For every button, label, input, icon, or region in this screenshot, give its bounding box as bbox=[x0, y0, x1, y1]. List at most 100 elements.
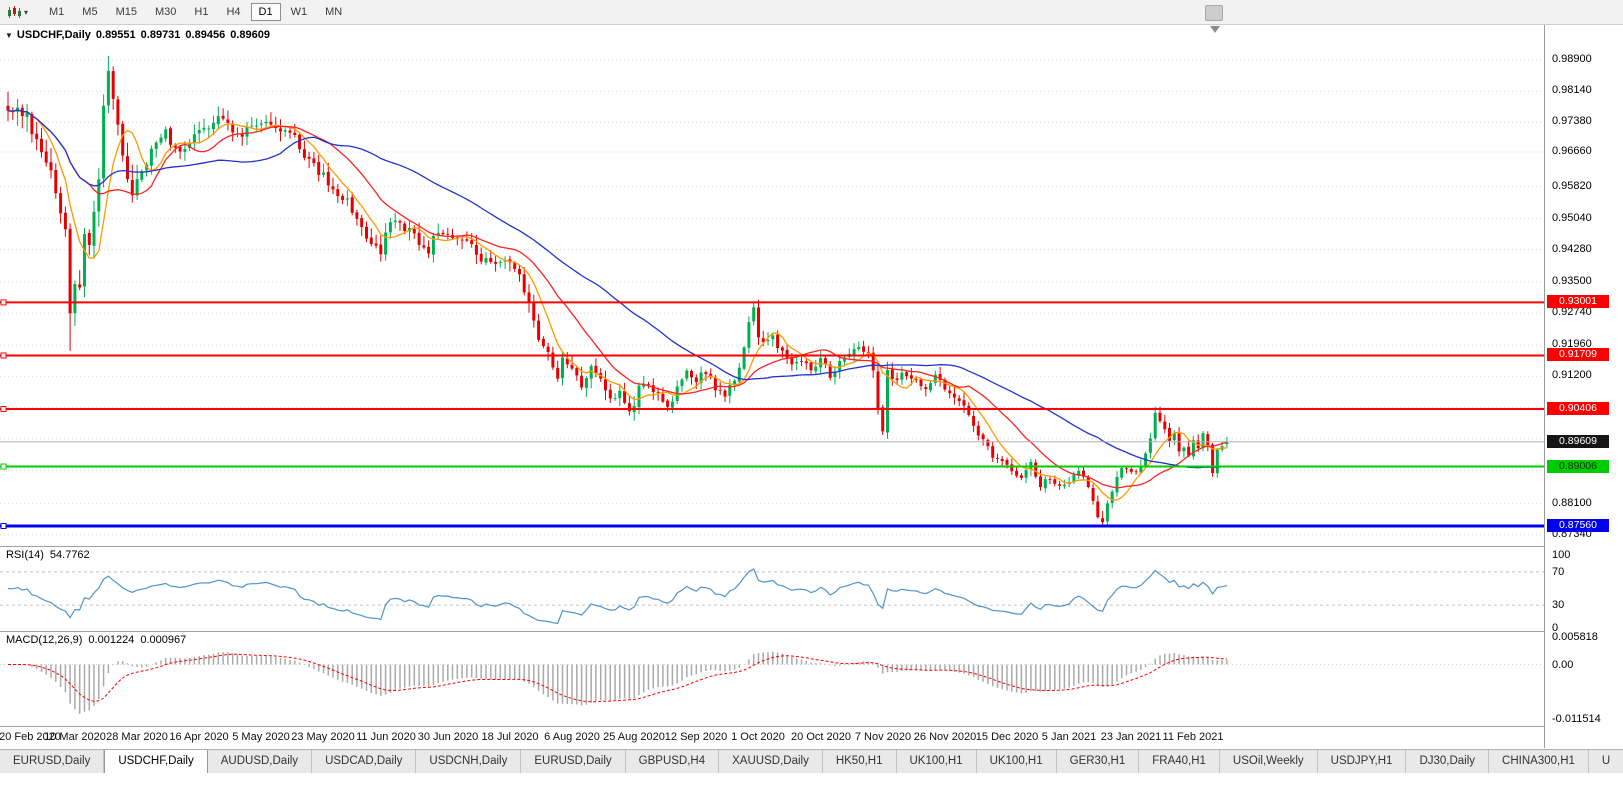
symbol-tab-UK100-H1[interactable]: UK100,H1 bbox=[976, 750, 1057, 773]
panel-separator[interactable] bbox=[0, 546, 1623, 547]
date-label: 7 Nov 2020 bbox=[854, 731, 912, 743]
price-tick: 0.93500 bbox=[1552, 275, 1592, 287]
symbol-tab-USDCNH-Daily[interactable]: USDCNH,Daily bbox=[416, 750, 522, 773]
symbol-tab-DJ30-Daily[interactable]: DJ30,Daily bbox=[1406, 750, 1490, 773]
symbol-tab-USDJPY-H1[interactable]: USDJPY,H1 bbox=[1317, 750, 1407, 773]
symbol-tab-USDCHF-Daily[interactable]: USDCHF,Daily bbox=[104, 750, 208, 773]
ohlc-close: 0.89609 bbox=[230, 29, 270, 41]
date-label: 12 Sep 2020 bbox=[664, 731, 728, 743]
date-label: 23 May 2020 bbox=[291, 731, 355, 743]
chevron-down-icon: ▾ bbox=[24, 7, 29, 17]
panel-separator[interactable] bbox=[0, 631, 1623, 632]
rsi-axis-label: 30 bbox=[1552, 599, 1565, 611]
level-line-handle[interactable] bbox=[0, 352, 7, 359]
price-tick: 0.98900 bbox=[1552, 53, 1592, 65]
level-line-handle[interactable] bbox=[0, 406, 7, 412]
rsi-value: 54.7762 bbox=[49, 549, 90, 561]
price-tick: 0.95820 bbox=[1552, 180, 1592, 192]
symbol-tab-XAUUSD-Daily[interactable]: XAUUSD,Daily bbox=[719, 750, 823, 773]
price-tick: 0.92740 bbox=[1552, 306, 1592, 318]
level-price-label: 0.89006 bbox=[1547, 460, 1609, 473]
symbol-tab-USDCAD-Daily[interactable]: USDCAD,Daily bbox=[312, 750, 417, 773]
date-label: 11 Jun 2020 bbox=[356, 731, 416, 743]
rsi-axis-label: 0 bbox=[1552, 622, 1559, 634]
level-price-label: 0.91709 bbox=[1547, 348, 1609, 361]
rsi-axis-label: 70 bbox=[1552, 566, 1565, 578]
timeframe-button-M1[interactable]: M1 bbox=[41, 3, 72, 21]
timeframe-button-D1[interactable]: D1 bbox=[250, 3, 281, 21]
chart-type-button[interactable]: ▾ bbox=[0, 0, 34, 24]
ohlc-open: 0.89551 bbox=[95, 29, 136, 41]
date-axis[interactable]: 20 Feb 2020 10 Mar 2020 28 Mar 2020 16 Apr … bbox=[0, 727, 1544, 748]
date-label: 18 Jul 2020 bbox=[481, 731, 539, 743]
timeframe-button-group: M1 M5 M15 M30 H1 H4 D1 W1 MN bbox=[40, 3, 351, 21]
macd-indicator-title: MACD(12,26,9) 0.001224 0.000967 bbox=[6, 634, 192, 646]
date-label: 10 Mar 2020 bbox=[44, 731, 106, 743]
symbol-tab-EURUSD-Daily[interactable]: EURUSD,Daily bbox=[521, 750, 626, 773]
macd-signal-line bbox=[8, 653, 1227, 703]
symbol-tab-AUDUSD-Daily[interactable]: AUDUSD,Daily bbox=[207, 750, 313, 773]
price-chart-canvas[interactable] bbox=[0, 0, 1544, 748]
symbol-tab-bar: EURUSD,Daily USDCHF,Daily AUDUSD,Daily USDC… bbox=[0, 749, 1623, 773]
chart-title: ▼ USDCHF,Daily 0.89551 0.89731 0.89456 0.8960… bbox=[5, 29, 275, 41]
symbol-tab-GER30-H1[interactable]: GER30,H1 bbox=[1056, 750, 1140, 773]
date-label: 5 May 2020 bbox=[232, 731, 290, 743]
price-axis[interactable]: 0.98900 0.98140 0.97380 0.96660 0.95820 0.950… bbox=[1544, 24, 1623, 748]
price-tick: 0.96660 bbox=[1552, 145, 1592, 157]
moving-average-45 bbox=[7, 109, 1227, 469]
price-tick: 0.91960 bbox=[1552, 338, 1592, 350]
timeframe-button-W1[interactable]: W1 bbox=[283, 3, 316, 21]
level-line-handle[interactable] bbox=[0, 299, 7, 306]
chart-menu-icon[interactable]: ▼ bbox=[5, 31, 13, 40]
moving-average-7 bbox=[7, 109, 1227, 501]
chart-shift-marker-icon[interactable] bbox=[1210, 26, 1220, 33]
candles bbox=[6, 55, 1229, 526]
macd-axis-label: 0.005818 bbox=[1552, 631, 1598, 643]
symbol-tab-U[interactable]: U bbox=[1588, 750, 1623, 773]
chart-symbol-label: USDCHF,Daily bbox=[16, 29, 91, 41]
symbol-tab-EURUSD-Daily[interactable]: EURUSD,Daily bbox=[0, 750, 105, 773]
symbol-tab-CHINA300-H1[interactable]: CHINA300,H1 bbox=[1489, 750, 1589, 773]
date-label: 26 Nov 2020 bbox=[913, 731, 977, 743]
macd-signal-value: 0.000967 bbox=[140, 634, 187, 646]
timeframe-button-MN[interactable]: MN bbox=[317, 3, 350, 21]
symbol-tab-FRA40-H1[interactable]: FRA40,H1 bbox=[1139, 750, 1220, 773]
rsi-name: RSI(14) bbox=[6, 549, 44, 561]
rsi-line bbox=[7, 568, 1228, 625]
timeframe-button-M15[interactable]: M15 bbox=[108, 3, 145, 21]
moving-average-18 bbox=[7, 109, 1228, 489]
candlestick-chart-icon bbox=[8, 5, 21, 18]
level-price-label: 0.90406 bbox=[1547, 402, 1609, 415]
symbol-tab-UK100-H1[interactable]: UK100,H1 bbox=[896, 750, 977, 773]
ohlc-high: 0.89731 bbox=[140, 29, 181, 41]
macd-axis-label: 0.00 bbox=[1552, 659, 1574, 671]
price-tick: 0.88100 bbox=[1552, 497, 1592, 509]
date-label: 20 Feb 2020 bbox=[0, 731, 61, 743]
date-label: 23 Jan 2021 bbox=[1100, 731, 1162, 743]
date-label: 11 Feb 2021 bbox=[1162, 731, 1224, 743]
level-price-label: 0.89609 bbox=[1547, 435, 1609, 448]
level-line-handle[interactable] bbox=[0, 463, 7, 470]
date-label: 30 Jun 2020 bbox=[417, 731, 479, 743]
date-label: 5 Jan 2021 bbox=[1041, 731, 1097, 743]
rsi-indicator-title: RSI(14) 54.7762 bbox=[6, 549, 96, 561]
price-tick: 0.95040 bbox=[1552, 212, 1592, 224]
timeframe-button-H4[interactable]: H4 bbox=[218, 3, 248, 21]
level-line-handle[interactable] bbox=[0, 523, 7, 529]
timeframe-button-M30[interactable]: M30 bbox=[147, 3, 184, 21]
timeframe-button-M5[interactable]: M5 bbox=[74, 3, 105, 21]
price-tick: 0.97380 bbox=[1552, 115, 1592, 127]
date-label: 15 Dec 2020 bbox=[975, 731, 1039, 743]
date-label: 6 Aug 2020 bbox=[544, 731, 600, 743]
symbol-tab-GBPUSD-H4[interactable]: GBPUSD,H4 bbox=[625, 750, 720, 773]
timeframe-button-H1[interactable]: H1 bbox=[186, 3, 216, 21]
price-tick: 0.98140 bbox=[1552, 84, 1592, 96]
symbol-tab-HK50-H1[interactable]: HK50,H1 bbox=[822, 750, 897, 773]
date-label: 25 Aug 2020 bbox=[603, 731, 665, 743]
macd-name: MACD(12,26,9) bbox=[6, 634, 83, 646]
ohlc-low: 0.89456 bbox=[185, 29, 226, 41]
symbol-tab-USOil-Weekly[interactable]: USOil,Weekly bbox=[1219, 750, 1318, 773]
timeframe-toolbar: ▾ M1 M5 M15 M30 H1 H4 D1 W1 MN bbox=[0, 0, 1623, 25]
chart-scroll-marker[interactable] bbox=[1205, 5, 1223, 21]
price-tick: 0.94280 bbox=[1552, 243, 1592, 255]
